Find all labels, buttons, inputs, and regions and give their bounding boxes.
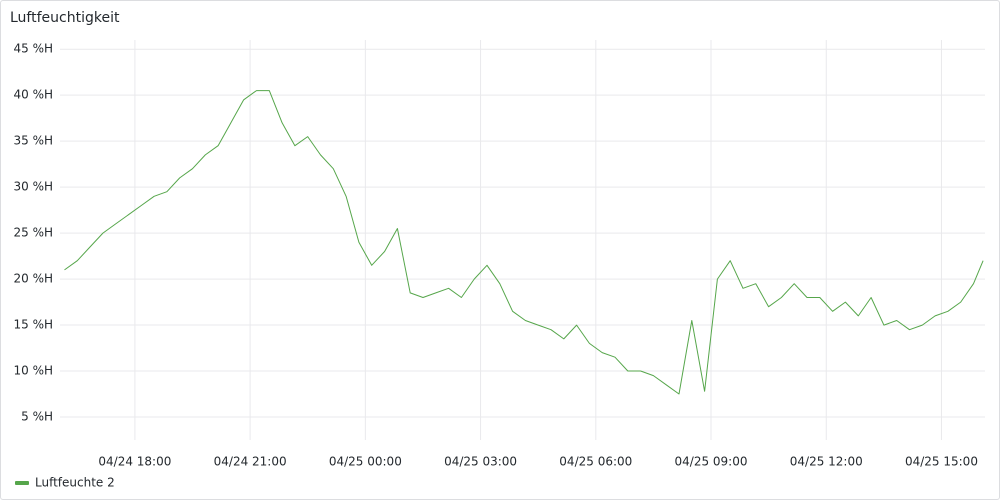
y-tick-label: 40 %H [13,88,53,102]
x-tick-label: 04/25 00:00 [329,455,402,469]
y-tick-label: 45 %H [13,42,53,56]
x-tick-label: 04/25 06:00 [559,455,632,469]
x-tick-label: 04/24 21:00 [214,455,287,469]
x-tick-label: 04/25 15:00 [905,455,978,469]
x-tick-label: 04/25 12:00 [790,455,863,469]
data-line [64,90,984,395]
y-tick-label: 5 %H [21,410,53,424]
chart-title: Luftfeuchtigkeit [10,10,120,26]
y-tick-label: 20 %H [13,272,53,286]
x-tick-label: 04/24 18:00 [98,455,171,469]
y-tick-label: 15 %H [13,318,53,332]
x-tick-label: 04/25 03:00 [444,455,517,469]
y-tick-label: 35 %H [13,134,53,148]
legend-label: Luftfeuchte 2 [35,476,115,490]
legend-swatch [15,481,29,485]
y-tick-label: 10 %H [13,364,53,378]
y-tick-label: 30 %H [13,180,53,194]
y-tick-label: 25 %H [13,226,53,240]
x-tick-label: 04/25 09:00 [675,455,748,469]
